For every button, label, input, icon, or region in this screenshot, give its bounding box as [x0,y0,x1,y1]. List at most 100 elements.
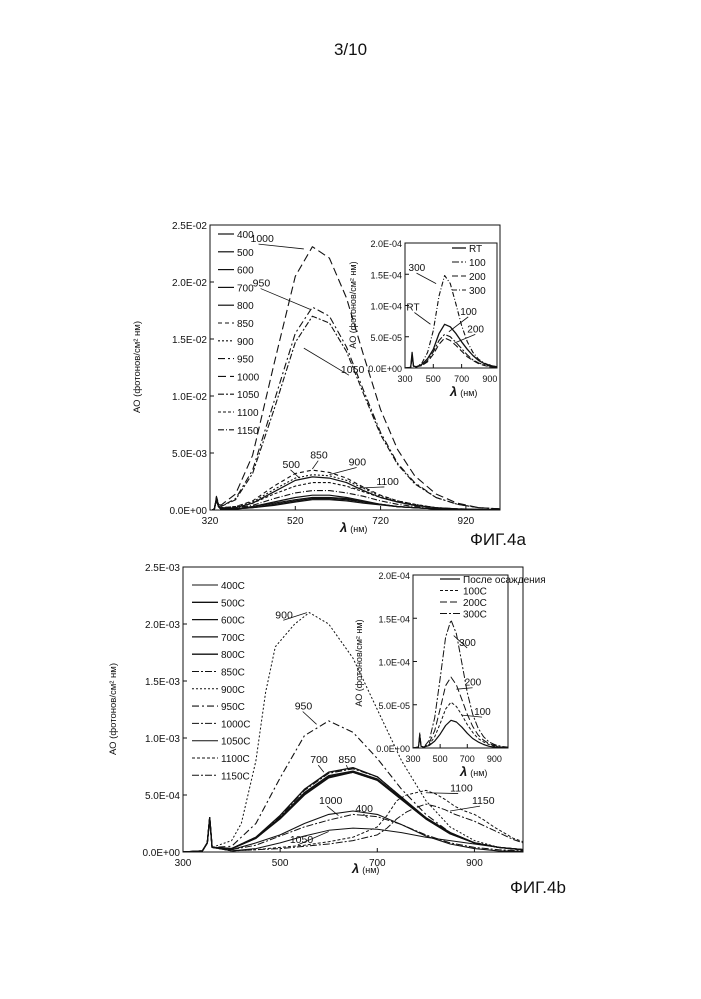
fig4b-legend-label-3: 700C [221,633,245,644]
fig4b-xtick-label-3: 900 [466,858,483,869]
fig4b-annotation-leader-7 [425,792,459,794]
fig4b-annotation-leader-0 [283,612,307,621]
fig4a-xlabel-unit: (нм) [350,524,367,534]
fig4a-annotation-2: 1050 [341,364,365,376]
fig4a-series-line-9 [211,315,500,510]
fig4a-inset-xtick-label-3: 900 [482,374,497,384]
fig4a-legend-label-5: 850 [237,319,254,330]
fig4a-series-group [211,246,500,510]
fig4a-xtick-label-3: 920 [458,516,475,527]
fig4a-series-line-5 [211,469,500,510]
fig4b-inset-annotation-leader-1 [456,687,473,690]
fig4a-inset-legend-label-2: 200 [469,272,486,283]
fig4b-annotation-leader-1 [302,711,317,725]
fig4a-annotation-leader-4 [290,469,300,479]
fig4b-inset-ytick-label-2: 1.0E-04 [378,658,410,668]
fig4b-inset-ytick-label-0: 0.0E+00 [376,744,410,754]
fig4b-xtick-label-0: 300 [175,858,192,869]
fig4b-legend-label-1: 500C [221,598,245,609]
fig4a-legend-label-4: 800 [237,301,254,312]
fig4b-inset-legend-label-1: 100C [463,587,487,598]
fig4b-legend-label-8: 1000C [221,719,250,730]
fig4a-legend-label-3: 700 [237,283,254,294]
fig4b-ytick-label-4: 2.0E-03 [145,620,180,631]
fig4b-inset-ytick-label-4: 2.0E-04 [378,571,410,581]
fig4a-ytick-label-5: 2.5E-02 [172,221,207,232]
fig4a-xtick-label-1: 520 [287,516,304,527]
fig4a-inset-bg [405,243,497,368]
fig4b-inset-ytick-label-3: 1.5E-04 [378,614,410,624]
fig4b-annotation-0: 900 [275,609,293,621]
fig4a-annotation-3: 850 [310,450,328,462]
fig4b-xlabel-unit: (нм) [362,865,379,875]
fig4b-annotation-leader-2 [317,764,325,773]
fig4b-inset-annotation-0: 300 [459,638,476,649]
fig4a-annotation-4: 500 [283,459,301,471]
page-number: 3/10 [333,40,368,59]
fig4b-inset-annotation-leader-0 [453,635,468,649]
fig4a-ytick-label-4: 2.0E-02 [172,278,207,289]
fig4b-legend-label-7: 950C [221,702,245,713]
fig4a-xtick-label-2: 720 [372,516,389,527]
fig4b-legend-label-5: 850C [221,668,245,679]
fig4b-legend-label-6: 900C [221,685,245,696]
fig4b-annotation-7: 1100 [450,783,473,795]
fig4b-inset-series-line-2 [413,676,508,748]
fig4a-chart: 0.0E+00 5.0E-03 1.0E-02 1.5E-02 2.0E-02 2.5E-… [132,221,501,535]
fig4a-inset-ytick-label-4: 2.0E-04 [370,239,402,249]
fig4b-series-group [183,612,523,852]
fig4b-series-line-10 [183,789,523,852]
fig4b-xtick-label-1: 500 [272,858,289,869]
fig4b-xtick-label-2: 700 [369,858,386,869]
fig4b-inset-legend-label-2: 200C [463,598,487,609]
fig4b-legend-label-2: 600C [221,616,245,627]
fig4b-legend-label-0: 400C [221,581,245,592]
figure-4a-label: ФИГ.4a [470,530,526,549]
fig4a-inset-xlabel-symbol: λ [449,384,457,399]
fig4a-inset-ytick-label-1: 5.0E-05 [370,333,402,343]
fig4a-inset-legend-label-0: RT [469,244,482,255]
fig4a-annotation-5: 900 [349,457,367,469]
fig4a-xlabel: λ (нм) [339,520,367,535]
fig4b-annotation-leader-3 [346,764,349,771]
fig4b-series-line-0 [183,810,523,852]
fig4a-legend-label-0: 400 [237,230,254,241]
fig4a-series-line-11 [211,490,500,510]
fig4b-inset-xtick-label-1: 500 [433,754,448,764]
fig4a-inset-ytick-label-3: 1.5E-04 [370,270,402,280]
fig4a-inset-xtick-label-0: 300 [397,374,412,384]
fig4a-inset-ytick-label-0: 0.0E+00 [368,364,402,374]
fig4b-inset-annotation-leader-2 [461,714,483,718]
fig4b-chart: 0.0E+00 5.0E-04 1.0E-03 1.5E-03 2.0E-03 2.5E-… [108,563,524,876]
fig4b-annotation-leader-8 [450,805,481,812]
fig4b-annotation-6: 1050 [290,834,314,846]
fig4a-annotation-6: 1100 [376,476,399,488]
fig4b-annotation-leader-5 [363,813,368,819]
fig4a-legend-label-9: 1050 [237,390,260,401]
fig4b-annotation-4: 1000 [319,795,343,807]
fig4b-annotation-3: 850 [338,754,356,766]
fig4a-series-line-8 [211,246,500,510]
fig4b-annotation-1: 950 [295,701,313,713]
fig4b-inset-annotation-1: 200 [465,678,482,689]
fig4a-inset-xlabel: λ (нм) [449,384,477,399]
fig4b-annotation-5: 400 [355,803,373,815]
fig4a-inset-annotation-leader-2 [448,316,469,333]
fig4a-annotation-leader-2 [303,347,350,376]
fig4b-inset-series-line-3 [413,619,508,748]
fig4b-annotation-leader-4 [326,805,339,816]
fig4b-inset-legend-label-3: 300C [463,610,487,621]
fig4a-inset-chart: 0.0E+00 5.0E-05 1.0E-04 1.5E-04 2.0E-04 300 50… [348,239,498,399]
fig4b-inset-xtick-label-3: 900 [487,754,502,764]
fig4b-inset-annotation-2: 100 [474,707,491,718]
fig4a-inset-legend-label-3: 300 [469,286,486,297]
fig4a-inset-xlabel-unit: (нм) [460,388,477,398]
fig4b-ytick-label-1: 5.0E-04 [145,791,180,802]
fig4a-inset-legend-label-1: 100 [469,258,486,269]
fig4a-ytick-label-0: 0.0E+00 [169,506,207,517]
fig4a-series-line-10 [211,482,500,510]
fig4b-legend-label-10: 1100C [221,754,250,765]
fig4a-annotation-leader-5 [329,467,357,476]
fig4b-legend-label-4: 800C [221,650,245,661]
